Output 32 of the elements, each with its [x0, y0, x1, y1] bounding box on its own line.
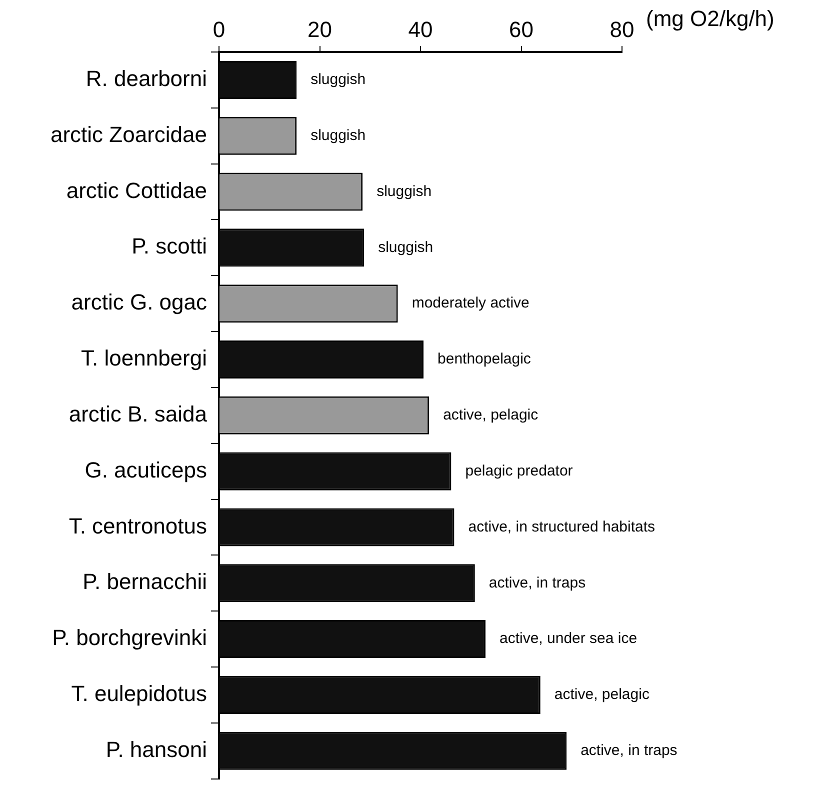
y-tick-label: P. borchgrevinki — [52, 625, 207, 650]
x-tick-label: 40 — [408, 16, 433, 42]
y-tick-label: arctic G. ogac — [71, 290, 207, 315]
data-label: active, in structured habitats — [468, 518, 656, 536]
x-tick-label: 20 — [308, 16, 332, 42]
data-label: sluggish — [310, 71, 366, 88]
data-label: active, under sea ice — [499, 630, 638, 648]
y-tick-label: P. bernacchii — [82, 569, 207, 594]
y-tick-label: T. eulepidotus — [71, 681, 207, 706]
x-tick-label: 60 — [509, 16, 534, 42]
x-tick-label: 80 — [610, 16, 634, 42]
data-label: sluggish — [378, 238, 434, 256]
data-label: moderately active — [412, 294, 530, 312]
data-label: sluggish — [310, 127, 366, 144]
y-tick-label: P. hansoni — [106, 736, 207, 762]
x-tick-label: 0 — [212, 16, 226, 42]
data-label: active, pelagic — [554, 686, 650, 704]
data-label: active, in traps — [580, 742, 678, 759]
data-label: sluggish — [376, 182, 432, 200]
y-tick-label: T. centronotus — [68, 513, 207, 538]
x-axis-title: (mg O2/kg/h) — [646, 6, 774, 32]
data-label: active, pelagic — [443, 406, 539, 424]
y-tick-label: arctic Cottidae — [66, 178, 207, 203]
data-label: pelagic predator — [465, 462, 573, 480]
y-tick-label: G. acuticeps — [84, 457, 207, 482]
data-label: active, in traps — [488, 574, 586, 592]
y-tick-label: arctic B. saida — [68, 401, 208, 426]
y-tick-label: T. loennbergi — [81, 346, 207, 371]
y-tick-label: arctic Zoarcidae — [50, 122, 207, 147]
y-tick-label: R. dearborni — [86, 66, 207, 92]
y-tick-label: P. scotti — [132, 234, 207, 259]
data-label: benthopelagic — [438, 350, 532, 368]
